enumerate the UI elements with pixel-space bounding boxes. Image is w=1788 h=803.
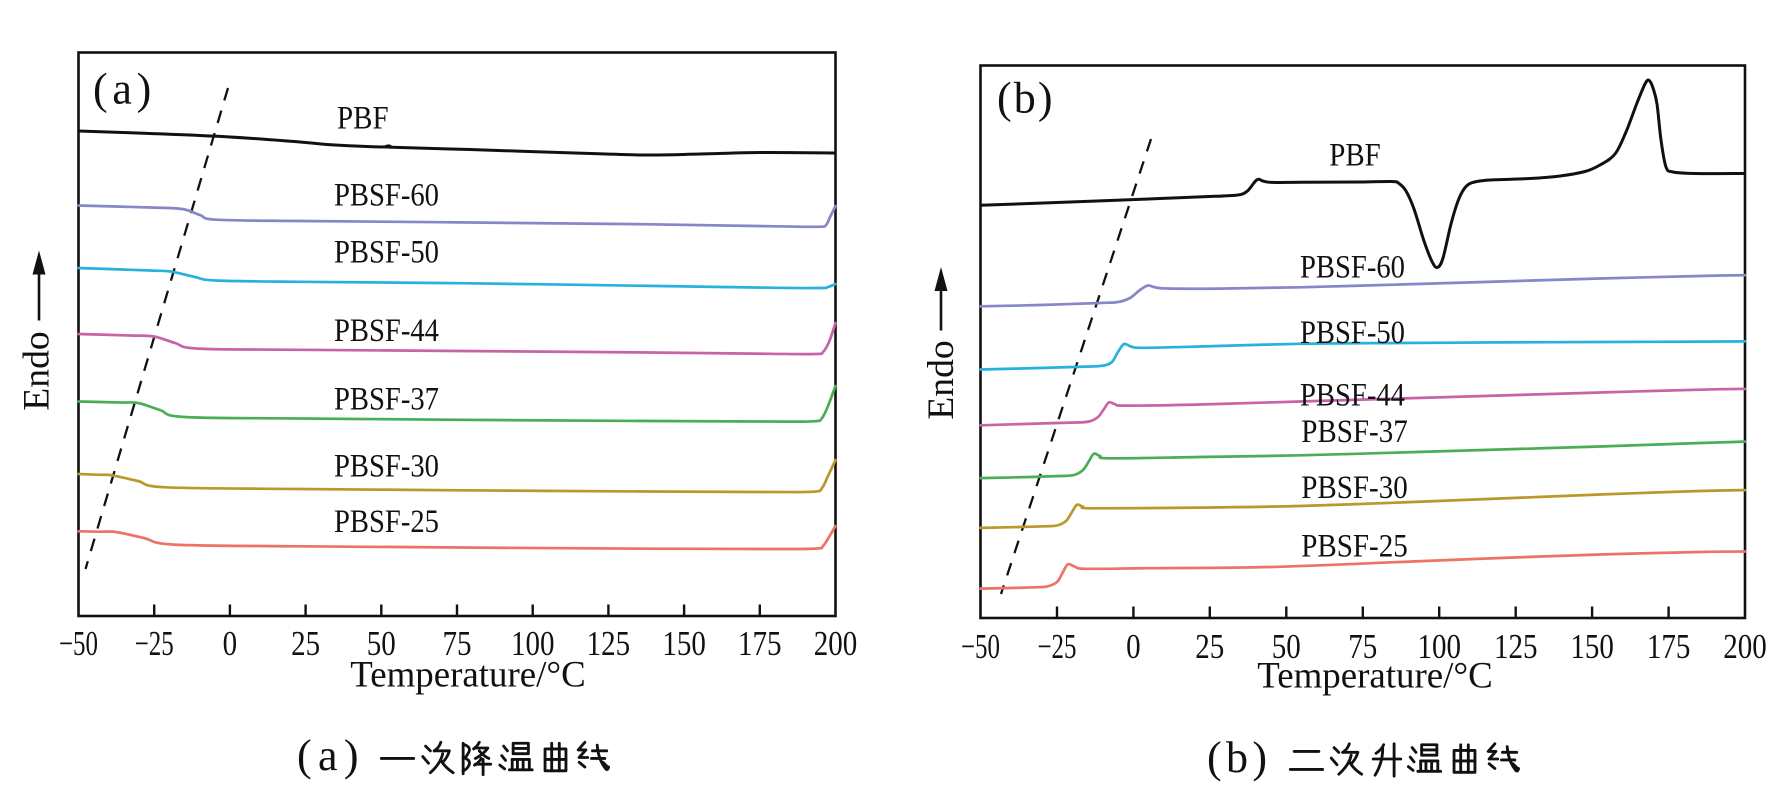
svg-text:175: 175 [1647, 627, 1691, 666]
svg-text:PBF: PBF [337, 101, 389, 137]
svg-text:PBSF-60: PBSF-60 [1300, 250, 1405, 286]
svg-text:175: 175 [738, 624, 782, 663]
svg-text:PBSF-50: PBSF-50 [1300, 315, 1405, 351]
svg-text:PBSF-60: PBSF-60 [334, 178, 439, 214]
svg-text:−50: −50 [961, 627, 1000, 666]
svg-text:PBSF-30: PBSF-30 [334, 449, 439, 485]
svg-text:25: 25 [291, 624, 320, 663]
svg-text:(b): (b) [1207, 733, 1267, 782]
svg-text:Endo: Endo [921, 340, 962, 420]
svg-text:0: 0 [1126, 627, 1141, 666]
svg-text:50: 50 [1272, 627, 1301, 666]
svg-text:200: 200 [1723, 627, 1767, 666]
svg-text:125: 125 [587, 624, 631, 663]
svg-text:PBSF-44: PBSF-44 [1300, 378, 1405, 414]
svg-text:Endo: Endo [17, 331, 58, 411]
svg-text:PBSF-37: PBSF-37 [1301, 414, 1408, 450]
svg-text:150: 150 [1570, 627, 1614, 666]
svg-text:100: 100 [1417, 627, 1461, 666]
svg-text:PBSF-37: PBSF-37 [334, 382, 439, 418]
svg-text:(a): (a) [93, 65, 151, 114]
svg-text:PBSF-44: PBSF-44 [334, 313, 439, 349]
svg-text:25: 25 [1195, 627, 1224, 666]
svg-text:75: 75 [443, 624, 472, 663]
svg-text:150: 150 [662, 624, 706, 663]
svg-text:125: 125 [1494, 627, 1538, 666]
svg-text:(a): (a) [297, 731, 359, 780]
svg-text:Temperature/°C: Temperature/°C [350, 654, 586, 695]
svg-text:100: 100 [511, 624, 555, 663]
svg-text:PBSF-25: PBSF-25 [1301, 529, 1408, 565]
svg-text:75: 75 [1348, 627, 1377, 666]
svg-text:200: 200 [814, 624, 858, 663]
svg-text:50: 50 [367, 624, 396, 663]
svg-text:PBSF-30: PBSF-30 [1301, 470, 1408, 506]
svg-text:PBF: PBF [1329, 138, 1381, 174]
svg-text:(b): (b) [997, 74, 1053, 123]
svg-text:−25: −25 [135, 624, 174, 663]
svg-text:Temperature/°C: Temperature/°C [1257, 655, 1493, 696]
svg-text:PBSF-25: PBSF-25 [334, 504, 439, 540]
svg-text:−50: −50 [59, 624, 98, 663]
svg-text:0: 0 [223, 624, 238, 663]
svg-text:PBSF-50: PBSF-50 [334, 235, 439, 271]
svg-text:−25: −25 [1038, 627, 1077, 666]
